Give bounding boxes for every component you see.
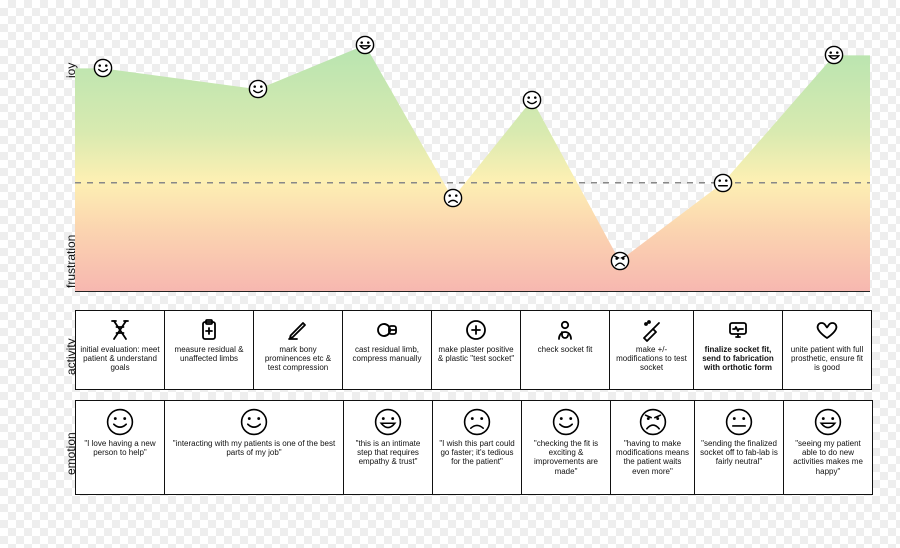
emotion-quote: "checking the fit is exciting & improvem… [526,439,606,476]
emotion-quote: "I love having a new person to help" [80,439,160,457]
emotion-quote: "sending the finalized socket off to fab… [699,439,779,467]
chart-emoji-grin [824,45,844,65]
upset-face-icon [639,407,667,437]
emotion-cell-4: "checking the fit is exciting & improvem… [521,400,611,495]
heart-icon [815,317,839,343]
activity-cell-1: measure residual & unaffected limbs [164,310,254,390]
emotion-quote: "seeing my patient able to do new activi… [788,439,868,476]
activity-label: finalize socket fit, send to fabrication… [698,345,778,373]
bandage-icon [375,317,399,343]
emotion-cell-5: "having to make modifications means the … [610,400,695,495]
chart-emoji-smile [522,90,542,110]
smile-face-icon [106,407,134,437]
emotion-cell-0: "I love having a new person to help" [75,400,165,495]
activity-label: measure residual & unaffected limbs [169,345,249,363]
activity-cell-5: check socket fit [520,310,610,390]
chart-emoji-grin [355,35,375,55]
activity-cell-2: mark bony prominences etc & test compres… [253,310,343,390]
activity-cell-7: finalize socket fit, send to fabrication… [693,310,783,390]
plus-circle-icon [464,317,488,343]
chart-emoji-neutral [713,173,733,193]
chart-emoji-smile [248,79,268,99]
smile-face-icon [240,407,268,437]
grin-face-icon [374,407,402,437]
pencil-icon [286,317,310,343]
emotion-row: "I love having a new person to help" "in… [75,400,873,495]
activity-label: make +/- modifications to test socket [614,345,689,373]
emotion-quote: "having to make modifications means the … [615,439,690,476]
activity-cell-0: initial evaluation: meet patient & under… [75,310,165,390]
clipboard-icon [197,317,221,343]
activity-cell-6: make +/- modifications to test socket [609,310,694,390]
smile-face-icon [552,407,580,437]
scalpel-icon [640,317,664,343]
emotion-cell-2: "this is an intimate step that requires … [343,400,433,495]
activity-label: mark bony prominences etc & test compres… [258,345,338,373]
activity-label: initial evaluation: meet patient & under… [80,345,160,373]
activity-cell-3: cast residual limb, compress manually [342,310,432,390]
activity-cell-8: unite patient with full prosthetic, ensu… [782,310,872,390]
activity-row: initial evaluation: meet patient & under… [75,310,872,390]
emotion-cell-3: "I wish this part could go faster; it's … [432,400,522,495]
doctor-icon [553,317,577,343]
activity-label: make plaster positive & plastic "test so… [436,345,516,363]
activity-label: unite patient with full prosthetic, ensu… [787,345,867,373]
crutches-icon [108,317,132,343]
activity-label: check socket fit [538,345,593,354]
neutral-face-icon [725,407,753,437]
emotion-cell-1: "interacting with my patients is one of … [164,400,344,495]
chart-emoji-frown [443,188,463,208]
activity-cell-4: make plaster positive & plastic "test so… [431,310,521,390]
emotion-quote: "this is an intimate step that requires … [348,439,428,467]
emotion-quote: "interacting with my patients is one of … [169,439,339,457]
chart-emoji-upset [610,251,630,271]
activity-label: cast residual limb, compress manually [347,345,427,363]
emotion-quote: "I wish this part could go faster; it's … [437,439,517,467]
chart-emoji-smile [93,58,113,78]
monitor-icon [726,317,750,343]
emotion-cell-6: "sending the finalized socket off to fab… [694,400,784,495]
emotion-cell-7: "seeing my patient able to do new activi… [783,400,873,495]
frown-face-icon [463,407,491,437]
emotion-journey-chart [75,32,870,292]
grin-face-icon [814,407,842,437]
